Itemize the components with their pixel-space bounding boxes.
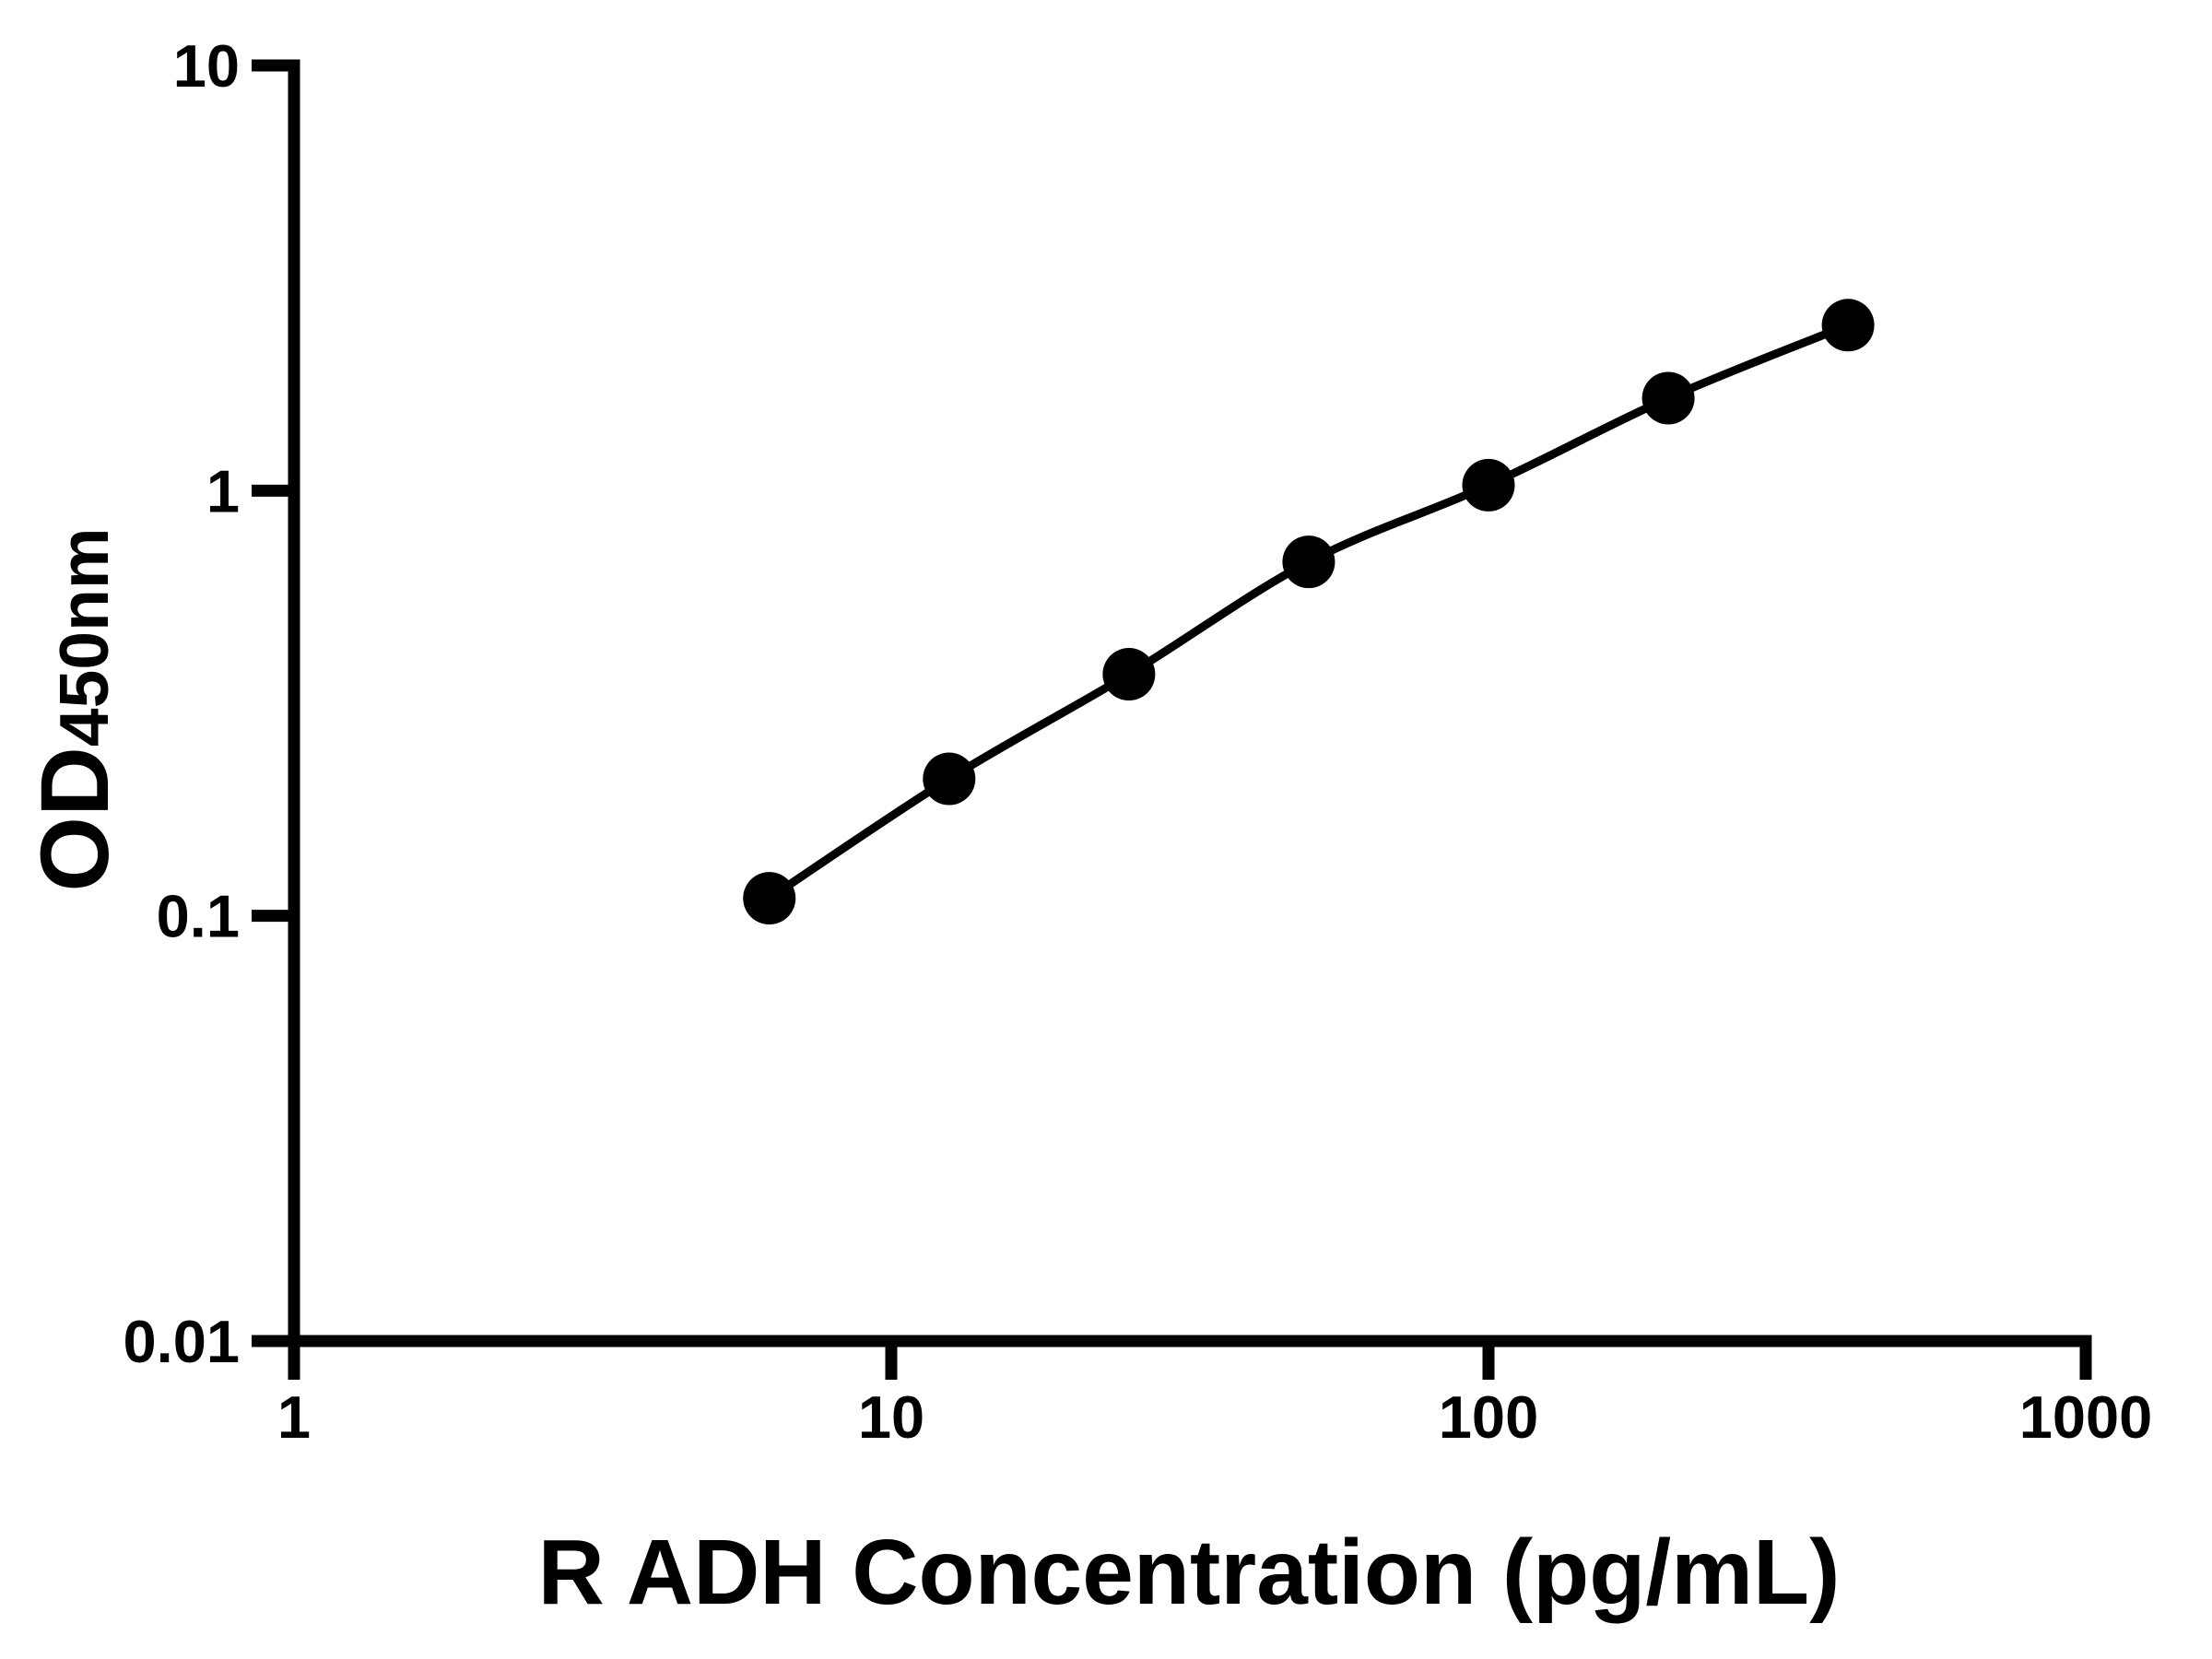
x-tick-label: 100 [1439,1383,1538,1451]
data-point-marker [1282,535,1335,589]
data-point-marker [1641,371,1695,425]
y-axis-ticks: 10 1 0.1 0.01 [123,32,294,1375]
data-point-marker [1102,648,1156,701]
y-tick-label: 0.1 [157,883,240,950]
y-tick-label: 0.01 [123,1308,240,1375]
x-tick-label: 1000 [2019,1383,2153,1451]
data-point-marker [1462,458,1515,512]
x-axis-title: R ADH Concentration (pg/mL) [538,1521,1841,1624]
y-axis-title: OD450nm [21,527,129,891]
data-point-marker [743,872,796,925]
x-tick-label: 1 [277,1383,311,1451]
y-tick-label: 1 [206,457,240,524]
y-axis-title-main: OD [21,747,129,892]
x-axis-ticks: 1 10 100 1000 [277,1341,2152,1451]
data-point-marker [1821,299,1875,352]
y-tick-label: 10 [173,32,240,100]
data-point-marker [923,752,976,806]
x-tick-label: 10 [858,1383,924,1451]
data-points [743,299,1875,925]
y-axis-title-subscript: 450nm [45,527,123,747]
